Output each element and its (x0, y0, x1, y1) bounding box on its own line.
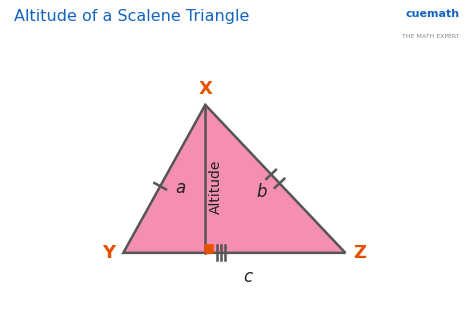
Text: Y: Y (102, 244, 115, 262)
Text: b: b (256, 183, 267, 201)
Text: a: a (175, 179, 186, 197)
Text: Z: Z (353, 244, 366, 262)
Text: Altitude of a Scalene Triangle: Altitude of a Scalene Triangle (14, 9, 250, 24)
Text: Altitude: Altitude (210, 160, 223, 214)
Text: cuemath: cuemath (406, 9, 460, 19)
Text: THE MATH EXPERT: THE MATH EXPERT (402, 34, 460, 39)
Text: X: X (198, 81, 212, 99)
Bar (205, 245, 213, 253)
Text: c: c (243, 268, 252, 285)
Polygon shape (123, 105, 346, 253)
